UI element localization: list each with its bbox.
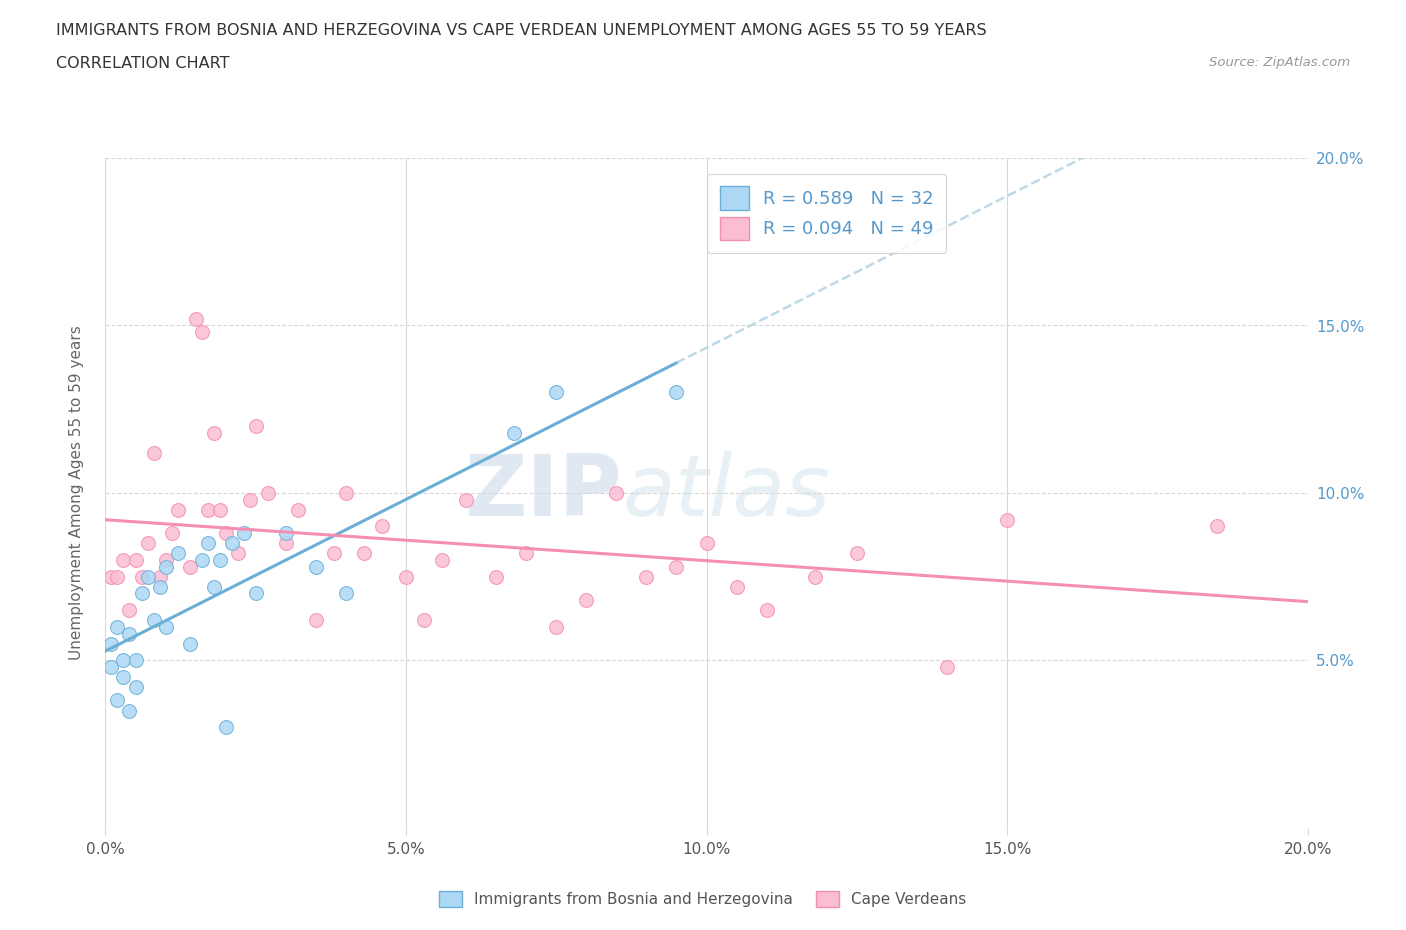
Point	[197, 502, 219, 517]
Point	[1206, 519, 1229, 534]
Point	[696, 536, 718, 551]
Point	[202, 579, 225, 594]
Point	[136, 536, 159, 551]
Point	[100, 659, 122, 674]
Point	[936, 659, 959, 674]
Point	[214, 720, 236, 735]
Point	[118, 603, 141, 618]
Point	[214, 525, 236, 540]
Text: IMMIGRANTS FROM BOSNIA AND HERZEGOVINA VS CAPE VERDEAN UNEMPLOYMENT AMONG AGES 5: IMMIGRANTS FROM BOSNIA AND HERZEGOVINA V…	[56, 23, 987, 38]
Point	[190, 325, 212, 339]
Point	[395, 569, 418, 584]
Point	[605, 485, 627, 500]
Point	[413, 613, 436, 628]
Point	[148, 579, 170, 594]
Point	[274, 536, 297, 551]
Point	[305, 559, 328, 574]
Point	[239, 492, 262, 507]
Point	[112, 653, 135, 668]
Point	[485, 569, 508, 584]
Point	[142, 445, 165, 460]
Point	[515, 546, 537, 561]
Point	[160, 525, 183, 540]
Point	[287, 502, 309, 517]
Point	[118, 626, 141, 641]
Point	[100, 569, 122, 584]
Legend: R = 0.589   N = 32, R = 0.094   N = 49: R = 0.589 N = 32, R = 0.094 N = 49	[707, 174, 946, 253]
Text: Source: ZipAtlas.com: Source: ZipAtlas.com	[1209, 56, 1350, 69]
Point	[179, 559, 201, 574]
Point	[112, 552, 135, 567]
Point	[322, 546, 344, 561]
Point	[184, 312, 207, 326]
Point	[148, 569, 170, 584]
Point	[124, 653, 146, 668]
Point	[107, 693, 129, 708]
Point	[100, 636, 122, 651]
Point	[208, 552, 231, 567]
Point	[208, 502, 231, 517]
Y-axis label: Unemployment Among Ages 55 to 59 years: Unemployment Among Ages 55 to 59 years	[69, 326, 84, 660]
Point	[226, 546, 249, 561]
Point	[107, 619, 129, 634]
Text: atlas: atlas	[623, 451, 831, 535]
Point	[112, 670, 135, 684]
Point	[136, 569, 159, 584]
Point	[575, 592, 598, 607]
Point	[845, 546, 868, 561]
Point	[503, 425, 526, 440]
Point	[202, 425, 225, 440]
Text: CORRELATION CHART: CORRELATION CHART	[56, 56, 229, 71]
Point	[107, 569, 129, 584]
Point	[995, 512, 1018, 527]
Point	[155, 552, 177, 567]
Point	[245, 418, 267, 433]
Point	[118, 703, 141, 718]
Point	[155, 559, 177, 574]
Point	[131, 586, 153, 601]
Point	[155, 619, 177, 634]
Point	[335, 586, 357, 601]
Point	[197, 536, 219, 551]
Point	[166, 502, 188, 517]
Point	[256, 485, 278, 500]
Point	[335, 485, 357, 500]
Point	[353, 546, 375, 561]
Text: ZIP: ZIP	[464, 451, 623, 535]
Point	[371, 519, 394, 534]
Point	[124, 680, 146, 695]
Point	[245, 586, 267, 601]
Point	[803, 569, 825, 584]
Legend: Immigrants from Bosnia and Herzegovina, Cape Verdeans: Immigrants from Bosnia and Herzegovina, …	[433, 884, 973, 913]
Point	[454, 492, 477, 507]
Point	[665, 559, 688, 574]
Point	[725, 579, 748, 594]
Point	[274, 525, 297, 540]
Point	[221, 536, 243, 551]
Point	[131, 569, 153, 584]
Point	[124, 552, 146, 567]
Point	[166, 546, 188, 561]
Point	[546, 619, 568, 634]
Point	[636, 569, 658, 584]
Point	[305, 613, 328, 628]
Point	[190, 552, 212, 567]
Point	[665, 385, 688, 400]
Point	[179, 636, 201, 651]
Point	[546, 385, 568, 400]
Point	[232, 525, 254, 540]
Point	[430, 552, 453, 567]
Point	[142, 613, 165, 628]
Point	[755, 603, 778, 618]
